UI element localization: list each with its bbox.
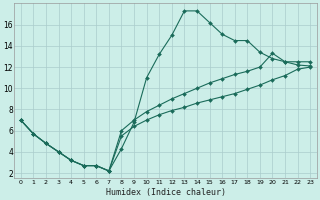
X-axis label: Humidex (Indice chaleur): Humidex (Indice chaleur)	[106, 188, 226, 197]
